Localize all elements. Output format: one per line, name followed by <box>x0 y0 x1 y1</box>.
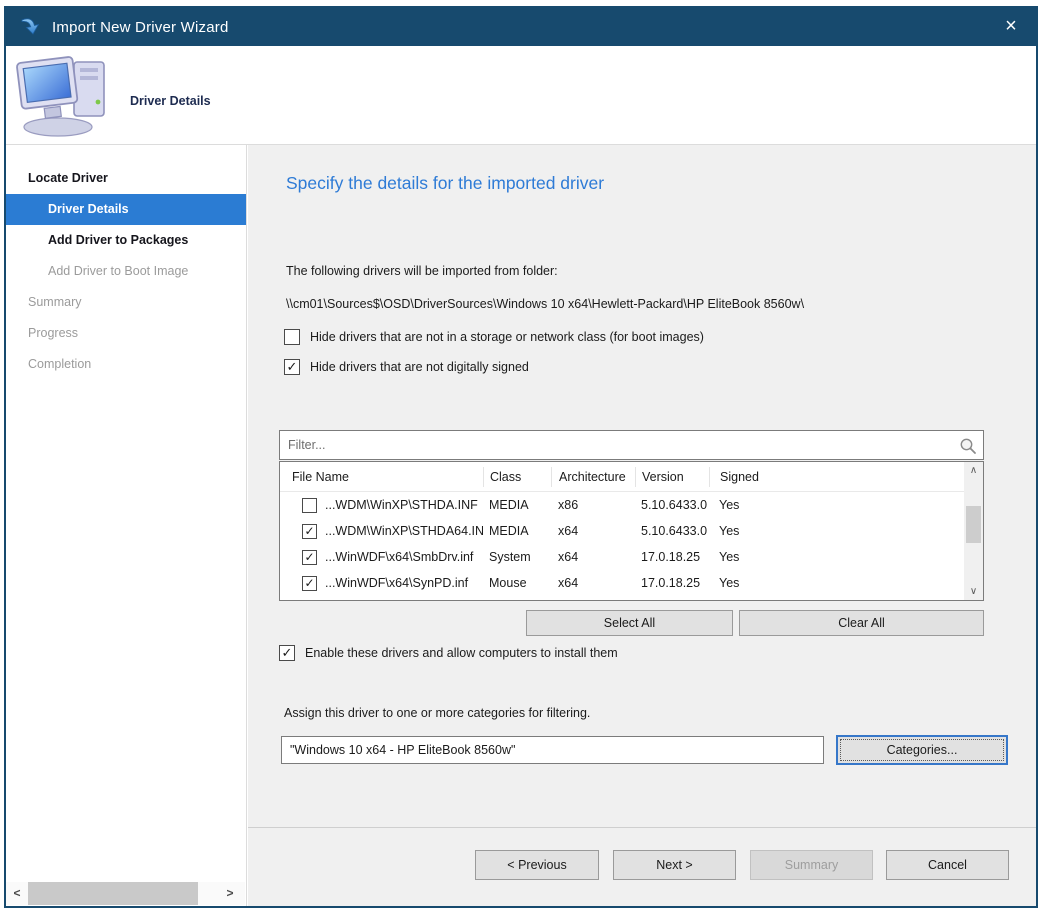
version-cell: 5.10.6433.0 <box>641 498 708 512</box>
hide-unsigned-checkbox[interactable]: ✓ <box>284 359 300 375</box>
class-cell: Mouse <box>489 576 527 590</box>
import-arrow-icon <box>21 18 40 35</box>
row-checkbox[interactable]: ✓ <box>302 523 317 539</box>
select-all-button[interactable]: Select All <box>526 610 733 636</box>
file-name-cell: ...WDM\WinXP\STHDA.INF <box>280 497 483 513</box>
column-header-class[interactable]: Class <box>483 466 551 487</box>
categories-intro-text: Assign this driver to one or more catego… <box>284 706 591 720</box>
signed-cell: Yes <box>719 550 740 564</box>
folder-path-text: \\cm01\Sources$\OSD\DriverSources\Window… <box>286 297 805 311</box>
hide-storage-checkbox[interactable] <box>284 329 300 345</box>
scroll-left-icon[interactable]: < <box>13 886 21 900</box>
wizard-header: Driver Details <box>6 46 1036 145</box>
scroll-down-icon[interactable]: ∨ <box>969 586 978 597</box>
scrollbar-thumb[interactable] <box>28 882 198 905</box>
table-row[interactable]: ✓ ...WinWDF\x64\SynPD.inf Mouse x64 17.0.18.… <box>280 570 964 596</box>
hide-storage-label: Hide drivers that are not in a storage o… <box>310 330 704 344</box>
signed-cell: Yes <box>719 524 740 538</box>
column-header-version[interactable]: Version <box>635 466 709 487</box>
sidebar-item-progress: Progress <box>28 326 79 340</box>
table-row[interactable]: ✓ ...WDM\WinXP\STHDA64.INF MEDIA x64 5.10.64… <box>280 518 964 544</box>
column-header-architecture[interactable]: Architecture <box>551 466 635 487</box>
hide-unsigned-checkbox-row: ✓ Hide drivers that are not digitally si… <box>284 359 529 375</box>
sidebar-item-driver-details[interactable]: Driver Details <box>6 194 246 225</box>
table-vertical-scrollbar[interactable]: ∧ ∨ <box>964 462 983 600</box>
wizard-steps-list: Locate Driver Driver Details Add Driver to… <box>6 163 246 380</box>
row-checkbox[interactable]: ✓ <box>302 549 317 565</box>
search-icon <box>960 438 976 454</box>
content-heading: Specify the details for the imported dri… <box>286 173 605 193</box>
architecture-cell: x64 <box>558 524 579 538</box>
version-cell: 5.10.6433.0 <box>641 524 708 538</box>
enable-drivers-checkbox-row: ✓ Enable these drivers and allow compute… <box>279 645 618 661</box>
table-row[interactable]: ...WDM\WinXP\STHDA.INF MEDIA x86 5.10.6433.… <box>280 492 964 518</box>
scroll-right-icon[interactable]: > <box>226 886 234 900</box>
table-row[interactable]: ✓ ...WinWDF\x64\SmbDrv.inf System x64 17.0.1… <box>280 544 964 570</box>
summary-button[interactable]: Summary <box>750 850 873 880</box>
signed-cell: Yes <box>719 576 740 590</box>
hide-unsigned-label: Hide drivers that are not digitally sign… <box>310 360 529 374</box>
footer-divider <box>248 827 1036 828</box>
class-cell: MEDIA <box>489 524 529 538</box>
file-name-text: ...WDM\WinXP\STHDA64.INF <box>325 524 483 538</box>
window-title: Import New Driver Wizard <box>52 18 229 36</box>
filter-field <box>279 430 984 460</box>
version-cell: 17.0.18.25 <box>641 550 701 564</box>
row-checkbox[interactable] <box>302 497 317 513</box>
filter-input[interactable] <box>286 433 946 457</box>
driver-table-header: File Name Class Architecture Version Signed <box>280 462 964 492</box>
file-name-text: ...WinWDF\x64\SynPD.inf <box>325 576 469 590</box>
enable-drivers-label: Enable these drivers and allow computers… <box>305 646 618 660</box>
wizard-window: Import New Driver Wizard × Driver Detail… <box>4 6 1038 908</box>
architecture-cell: x64 <box>558 550 579 564</box>
enable-drivers-checkbox[interactable]: ✓ <box>279 645 295 661</box>
folder-intro-text: The following drivers will be imported f… <box>286 264 558 278</box>
architecture-cell: x64 <box>558 576 579 590</box>
wizard-content: Specify the details for the imported dri… <box>248 145 1036 906</box>
architecture-cell: x86 <box>558 498 579 512</box>
cancel-button[interactable]: Cancel <box>886 850 1009 880</box>
sidebar-item-add-driver-to-boot-image: Add Driver to Boot Image <box>48 264 189 278</box>
file-name-cell: ✓ ...WDM\WinXP\STHDA64.INF <box>280 523 483 539</box>
sidebar-item-summary: Summary <box>28 295 82 309</box>
previous-button[interactable]: < Previous <box>475 850 599 880</box>
driver-table-body: ...WDM\WinXP\STHDA.INF MEDIA x86 5.10.6433.… <box>280 492 964 596</box>
file-name-cell: ✓ ...WinWDF\x64\SynPD.inf <box>280 575 483 591</box>
column-header-signed[interactable]: Signed <box>709 466 879 487</box>
column-header-file-name[interactable]: File Name <box>292 469 349 484</box>
file-name-text: ...WDM\WinXP\STHDA.INF <box>325 498 478 512</box>
scroll-up-icon[interactable]: ∧ <box>969 465 978 476</box>
row-checkbox[interactable]: ✓ <box>302 575 317 591</box>
page-title: Driver Details <box>130 94 211 108</box>
file-name-cell: ✓ ...WinWDF\x64\SmbDrv.inf <box>280 549 483 565</box>
file-name-text: ...WinWDF\x64\SmbDrv.inf <box>325 550 474 564</box>
category-field <box>281 736 824 764</box>
computer-icon <box>16 56 105 137</box>
sidebar-item-locate-driver[interactable]: Locate Driver <box>28 171 108 185</box>
sidebar-item-add-driver-to-packages[interactable]: Add Driver to Packages <box>48 233 189 247</box>
category-input[interactable] <box>288 739 813 761</box>
class-cell: System <box>489 550 531 564</box>
hide-storage-checkbox-row: Hide drivers that are not in a storage o… <box>284 329 704 345</box>
class-cell: MEDIA <box>489 498 529 512</box>
sidebar-item-completion: Completion <box>28 357 92 371</box>
clear-all-button[interactable]: Clear All <box>739 610 984 636</box>
title-bar: Import New Driver Wizard × <box>6 8 1036 46</box>
next-button[interactable]: Next > <box>613 850 736 880</box>
signed-cell: Yes <box>719 498 740 512</box>
sidebar-horizontal-scrollbar[interactable]: < > <box>6 882 245 905</box>
scrollbar-thumb[interactable] <box>966 506 981 543</box>
version-cell: 17.0.18.25 <box>641 576 701 590</box>
categories-button[interactable]: Categories... <box>836 735 1008 765</box>
close-icon[interactable]: × <box>1005 15 1017 37</box>
wizard-sidebar: Locate Driver Driver Details Add Driver to… <box>6 145 247 906</box>
driver-table: File Name Class Architecture Version Signed … <box>279 461 984 601</box>
